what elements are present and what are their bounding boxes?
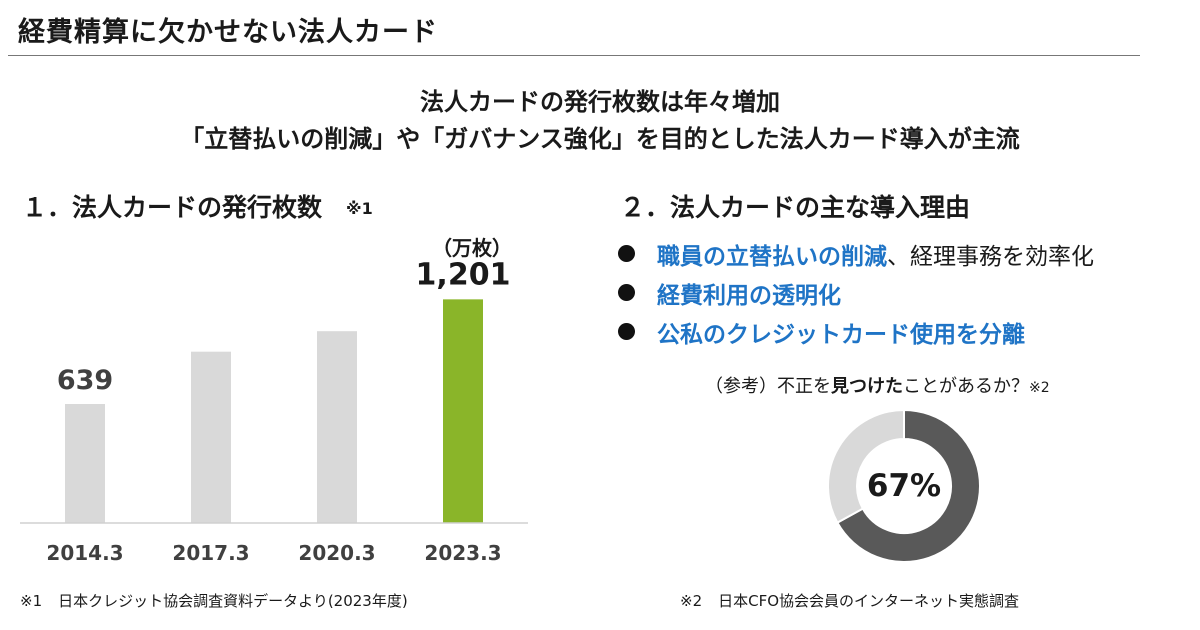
value-label-2014.3: 639 [57, 365, 113, 396]
bullet-dot-icon [618, 245, 635, 262]
value-label-group: 639 1,201 [57, 257, 511, 396]
reason-item: 公私のクレジットカード使用を分離 [618, 312, 1094, 351]
page-title: 経費精算に欠かせない法人カード [18, 17, 438, 48]
category-label-2014.3: 2014.3 [46, 541, 123, 565]
reference-bold: 見つけた [831, 376, 903, 397]
footnote-2-text: 日本CFO協会会員のインターネット実態調査 [718, 592, 1020, 610]
bullet-dot-icon [618, 284, 635, 301]
section-1-heading: １．法人カードの発行枚数 ※1 [22, 188, 373, 224]
reference-prefix: （参考）不正を [705, 376, 831, 397]
bullet-dot-icon [618, 323, 635, 340]
bar-group [65, 299, 483, 523]
donut-center-label: 67% [866, 468, 942, 504]
reason-list: 職員の立替払いの削減 、経理事務を効率化 経費利用の透明化 公私のクレジットカード… [618, 234, 1094, 351]
chart-unit-label: （万枚） [432, 236, 512, 260]
reference-question: （参考）不正を見つけたことがあるか？※2 [705, 372, 1050, 398]
bar-2023.3 [443, 299, 483, 523]
reason-highlight: 経費利用の透明化 [657, 282, 841, 309]
footnote-1-marker: ※1 [20, 592, 43, 610]
footnote-1: ※1 日本クレジット協会調査資料データより(2023年度) [20, 590, 408, 611]
reference-suffix: ことがあるか？ [903, 376, 1029, 397]
footnote-2: ※2 日本CFO協会会員のインターネット実態調査 [680, 590, 1019, 611]
bar-2020.3 [317, 331, 357, 523]
section-2-heading: ２．法人カードの主な導入理由 [620, 193, 971, 222]
section-1-note-marker: ※1 [346, 199, 373, 218]
bar-2014.3 [65, 404, 105, 523]
donut-slice-0 [836, 408, 981, 563]
title-divider [8, 55, 1140, 56]
reason-item: 職員の立替払いの削減 、経理事務を効率化 [618, 234, 1094, 273]
headline-line-2: 「立替払いの削減」や「ガバナンス強化」を目的とした法人カード導入が主流 [180, 125, 1020, 153]
category-label-2020.3: 2020.3 [298, 541, 375, 565]
donut-slice-1 [827, 408, 905, 524]
bar-2017.3 [191, 351, 231, 523]
value-label-2023.3: 1,201 [416, 257, 511, 292]
section-1-heading-text: １．法人カードの発行枚数 [22, 193, 323, 222]
category-label-group: 2014.3 2017.3 2020.3 2023.3 [46, 541, 501, 565]
reason-item: 経費利用の透明化 [618, 273, 1094, 312]
category-label-2023.3: 2023.3 [424, 541, 501, 565]
footnote-1-text: 日本クレジット協会調査資料データより(2023年度) [58, 592, 408, 610]
reference-note-marker: ※2 [1029, 380, 1050, 396]
bar-chart: 639 1,201 2014.3 2017.3 2020.3 2023.3 [20, 257, 528, 565]
footnote-2-marker: ※2 [680, 592, 703, 610]
reason-highlight: 職員の立替払いの削減 [657, 243, 887, 270]
reason-highlight: 公私のクレジットカード使用を分離 [657, 321, 1025, 348]
donut-slice-group [827, 408, 981, 563]
donut-chart [827, 408, 981, 563]
headline-line-1: 法人カードの発行枚数は年々増加 [420, 88, 780, 116]
reason-rest: 、経理事務を効率化 [887, 243, 1094, 270]
category-label-2017.3: 2017.3 [172, 541, 249, 565]
